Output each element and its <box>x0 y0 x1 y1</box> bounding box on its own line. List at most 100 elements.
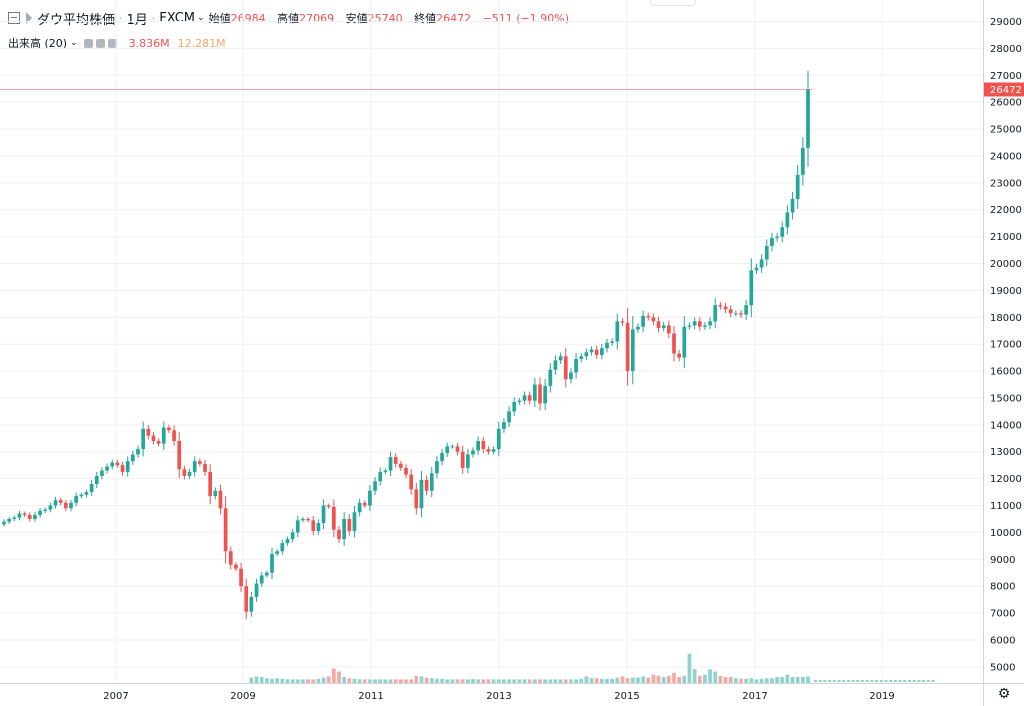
x-tick-label: 2007 <box>103 691 128 702</box>
chevron-down-icon[interactable]: ⌄ <box>70 38 78 48</box>
close-icon[interactable] <box>107 38 117 48</box>
candle-body <box>63 502 68 509</box>
candle-body <box>27 514 32 519</box>
volume-bar <box>893 680 897 682</box>
volume-bar <box>780 677 785 683</box>
volume-bar <box>455 679 460 683</box>
candle-body <box>435 461 439 474</box>
candle-body <box>460 451 465 468</box>
volume-bar <box>409 679 414 683</box>
y-tick-label: 13000 <box>990 447 1022 458</box>
volume-bar <box>599 678 604 683</box>
volume-bar <box>393 679 398 683</box>
volume-bar <box>770 678 774 683</box>
candle-body <box>53 500 58 506</box>
settings-icon[interactable] <box>95 38 105 48</box>
y-tick-label: 8000 <box>990 582 1015 593</box>
collapse-icon[interactable] <box>8 12 20 24</box>
candle-body <box>424 479 429 491</box>
x-tick-label: 2009 <box>230 691 255 702</box>
y-tick-label: 20000 <box>990 259 1022 270</box>
candle-body <box>100 470 104 476</box>
volume-bar <box>625 678 630 683</box>
volume-bar <box>347 678 352 683</box>
candle-body <box>450 446 455 448</box>
gear-icon[interactable]: ⚙ <box>997 686 1011 702</box>
interval[interactable]: 1月 <box>126 12 148 28</box>
candle-body <box>94 475 99 485</box>
volume-bar <box>574 679 578 683</box>
candle-body <box>352 512 357 532</box>
volume-bar <box>723 677 728 683</box>
volume-bar <box>368 679 372 683</box>
candle-body <box>368 490 372 506</box>
candle-body <box>733 313 738 315</box>
volume-bar <box>842 680 846 682</box>
candle-body <box>280 543 285 552</box>
candle-body <box>7 518 12 522</box>
volume-bar <box>917 680 921 682</box>
volume-bar <box>851 680 855 682</box>
volume-bar <box>800 677 805 683</box>
candle-body <box>218 490 223 509</box>
candle-body <box>496 428 501 450</box>
volume-bar <box>692 669 697 683</box>
candle-body <box>584 352 589 357</box>
eye-icon[interactable] <box>83 38 93 48</box>
candle-body <box>414 489 419 509</box>
chevron-down-icon[interactable]: ⌄ <box>197 13 205 23</box>
candle-body <box>393 457 398 464</box>
volume-bar <box>739 678 743 683</box>
candle-body <box>800 147 805 175</box>
candle-body <box>234 564 238 569</box>
candle-body <box>538 384 542 404</box>
volume-bar <box>846 680 850 682</box>
candle-body <box>311 520 316 532</box>
candle-body <box>295 520 300 533</box>
volume-bar <box>856 680 860 682</box>
candle-body <box>656 321 661 329</box>
volume-bar <box>718 675 723 683</box>
candle-body <box>43 509 48 511</box>
candle-body <box>316 523 321 532</box>
candle-body <box>167 427 171 431</box>
volume-bar <box>759 678 764 683</box>
top-handle[interactable] <box>650 0 696 6</box>
flag-icon[interactable] <box>26 12 32 24</box>
volume-label[interactable]: 出来高 (20) <box>8 37 68 50</box>
symbol-name[interactable]: ダウ平均株価 <box>37 12 116 28</box>
candle-body <box>610 341 615 343</box>
candle-body <box>192 461 197 472</box>
candle-body <box>239 568 243 587</box>
volume-bar <box>285 679 290 683</box>
candle-body <box>615 321 620 342</box>
candle-body <box>491 449 496 452</box>
volume-bar <box>254 676 259 683</box>
candle-body <box>172 430 176 441</box>
volume-bar <box>306 679 310 683</box>
volume-bar <box>818 680 822 682</box>
candle-body <box>646 315 651 318</box>
candle-body <box>58 500 63 503</box>
volume-value: 3.836M <box>128 36 170 50</box>
candle-body <box>69 502 73 509</box>
y-tick-label: 27000 <box>990 71 1022 82</box>
candle-body <box>641 315 645 327</box>
candle-body <box>228 551 233 565</box>
candle-body <box>790 198 795 213</box>
y-tick-label: 5000 <box>990 662 1015 673</box>
candle-body <box>682 326 687 358</box>
candle-body <box>594 349 599 355</box>
volume-bar <box>870 680 874 682</box>
volume-bar <box>378 679 383 683</box>
candle-body <box>795 174 800 199</box>
volume-bar <box>764 678 769 683</box>
candle-body <box>79 494 84 497</box>
candle-body <box>563 356 568 380</box>
candle-body <box>723 306 728 310</box>
candle-body <box>465 454 470 468</box>
volume-bar <box>471 678 475 683</box>
candle-body <box>306 518 310 521</box>
volume-bar <box>517 679 522 683</box>
